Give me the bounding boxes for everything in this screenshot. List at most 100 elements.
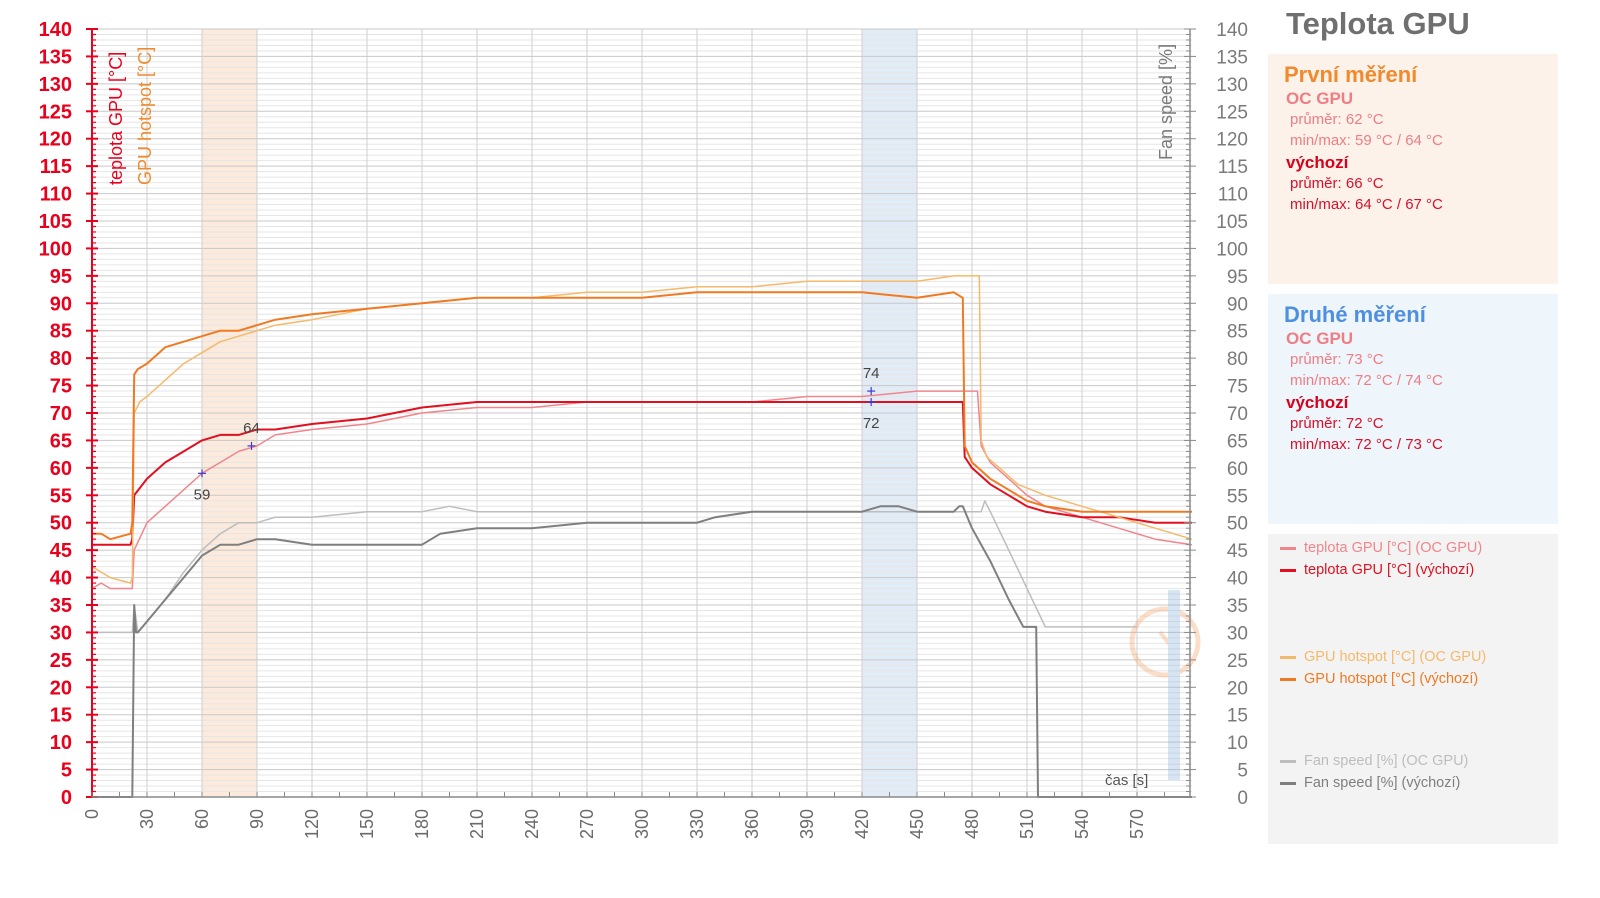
svg-text:540: 540	[1072, 809, 1092, 839]
svg-text:100: 100	[39, 238, 72, 260]
svg-text:0: 0	[61, 787, 72, 809]
svg-text:59: 59	[194, 486, 211, 503]
legend-item-hotspot-default[interactable]: GPU hotspot [°C] (výchozí)	[1280, 671, 1478, 687]
annotations: 59 64 74 72	[194, 365, 880, 503]
y-axis-label-fan: Fan speed [%]	[1156, 44, 1176, 160]
legend-item-temp-default[interactable]: teplota GPU [°C] (výchozí)	[1280, 562, 1474, 578]
legend-label: GPU hotspot [°C] (OC GPU)	[1304, 649, 1487, 665]
svg-text:80: 80	[50, 348, 72, 370]
svg-text:72: 72	[863, 415, 880, 432]
svg-text:85: 85	[50, 321, 72, 343]
svg-text:10: 10	[50, 732, 72, 754]
svg-text:90: 90	[247, 809, 267, 829]
svg-text:30: 30	[137, 809, 157, 829]
legend-label: teplota GPU [°C] (výchozí)	[1304, 562, 1475, 578]
legend: teplota GPU [°C] (OC GPU) teplota GPU [°…	[1268, 534, 1558, 844]
svg-text:20: 20	[50, 677, 72, 699]
svg-text:120: 120	[39, 129, 72, 151]
svg-text:210: 210	[467, 809, 487, 839]
svg-text:45: 45	[1227, 541, 1248, 562]
legend-label: Fan speed [%] (OC GPU)	[1304, 753, 1469, 769]
svg-text:60: 60	[50, 458, 72, 480]
svg-text:270: 270	[577, 809, 597, 839]
y-axis-label-temp: teplota GPU [°C]	[106, 52, 126, 185]
svg-text:135: 135	[39, 46, 72, 68]
svg-text:75: 75	[1227, 377, 1248, 398]
svg-text:40: 40	[50, 568, 72, 590]
default-label: výchozí	[1286, 393, 1349, 412]
svg-text:60: 60	[1227, 459, 1248, 480]
default-minmax: min/max: 72 °C / 73 °C	[1290, 436, 1443, 453]
default-average: průměr: 72 °C	[1290, 415, 1384, 432]
second-default-stats: výchozí průměr: 72 °C min/max: 72 °C / 7…	[1286, 392, 1443, 455]
first-oc-stats: OC GPU průměr: 62 °C min/max: 59 °C / 64…	[1286, 88, 1443, 151]
oc-gpu-label: OC GPU	[1286, 329, 1354, 348]
svg-text:65: 65	[1227, 431, 1248, 452]
y-axis-label-hotspot: GPU hotspot [°C]	[135, 47, 155, 185]
svg-text:85: 85	[1227, 322, 1248, 343]
svg-text:0: 0	[82, 809, 102, 819]
svg-text:70: 70	[1227, 404, 1248, 425]
svg-text:60: 60	[192, 809, 212, 829]
legend-swatch	[1280, 759, 1296, 763]
svg-text:480: 480	[962, 809, 982, 839]
svg-text:20: 20	[1227, 678, 1248, 699]
svg-text:105: 105	[1216, 212, 1248, 233]
svg-text:90: 90	[50, 293, 72, 315]
svg-text:40: 40	[1227, 569, 1248, 590]
svg-text:25: 25	[1227, 651, 1248, 672]
x-axis-label: čas [s]	[1105, 772, 1148, 789]
legend-swatch	[1280, 546, 1296, 550]
svg-text:95: 95	[1227, 267, 1248, 288]
svg-text:55: 55	[1227, 486, 1248, 507]
svg-text:120: 120	[1216, 130, 1248, 151]
legend-item-fan-oc[interactable]: Fan speed [%] (OC GPU)	[1280, 753, 1468, 769]
watermark-logo	[1129, 590, 1201, 780]
legend-swatch	[1280, 781, 1296, 785]
svg-text:420: 420	[852, 809, 872, 839]
legend-label: teplota GPU [°C] (OC GPU)	[1304, 540, 1483, 556]
svg-text:110: 110	[40, 184, 72, 206]
svg-text:120: 120	[302, 809, 322, 839]
second-measurement-heading: Druhé měření	[1284, 302, 1426, 327]
svg-text:15: 15	[50, 705, 72, 727]
legend-swatch	[1280, 677, 1296, 681]
svg-text:95: 95	[50, 266, 72, 288]
svg-text:30: 30	[1227, 623, 1248, 644]
legend-swatch	[1280, 655, 1296, 659]
svg-text:150: 150	[357, 809, 377, 839]
svg-text:330: 330	[687, 809, 707, 839]
svg-text:5: 5	[1237, 761, 1248, 782]
svg-text:135: 135	[1216, 47, 1248, 68]
svg-text:0: 0	[1237, 788, 1248, 809]
second-oc-stats: OC GPU průměr: 73 °C min/max: 72 °C / 74…	[1286, 328, 1443, 391]
default-minmax: min/max: 64 °C / 67 °C	[1290, 196, 1443, 213]
svg-text:45: 45	[50, 540, 72, 562]
svg-text:65: 65	[50, 430, 72, 452]
svg-text:125: 125	[1216, 102, 1248, 123]
chart-title: Teplota GPU	[1286, 6, 1470, 41]
first-measurement-heading: První měření	[1284, 62, 1418, 87]
svg-text:5: 5	[61, 760, 72, 782]
legend-item-temp-oc[interactable]: teplota GPU [°C] (OC GPU)	[1280, 540, 1482, 556]
svg-text:390: 390	[797, 809, 817, 839]
svg-text:50: 50	[1227, 514, 1248, 535]
svg-text:180: 180	[412, 809, 432, 839]
svg-text:74: 74	[863, 365, 880, 382]
svg-text:140: 140	[39, 19, 72, 41]
legend-label: Fan speed [%] (výchozí)	[1304, 775, 1461, 791]
svg-text:35: 35	[50, 595, 72, 617]
legend-swatch	[1280, 568, 1296, 572]
svg-text:450: 450	[907, 809, 927, 839]
svg-text:55: 55	[50, 485, 72, 507]
svg-text:570: 570	[1127, 809, 1147, 839]
svg-text:360: 360	[742, 809, 762, 839]
svg-text:115: 115	[1218, 157, 1248, 178]
second-measurement-panel: Druhé měření OC GPU průměr: 73 °C min/ma…	[1268, 294, 1558, 524]
legend-item-hotspot-oc[interactable]: GPU hotspot [°C] (OC GPU)	[1280, 649, 1486, 665]
oc-gpu-label: OC GPU	[1286, 89, 1354, 108]
default-average: průměr: 66 °C	[1290, 175, 1384, 192]
svg-text:130: 130	[39, 74, 72, 96]
legend-item-fan-default[interactable]: Fan speed [%] (výchozí)	[1280, 775, 1460, 791]
